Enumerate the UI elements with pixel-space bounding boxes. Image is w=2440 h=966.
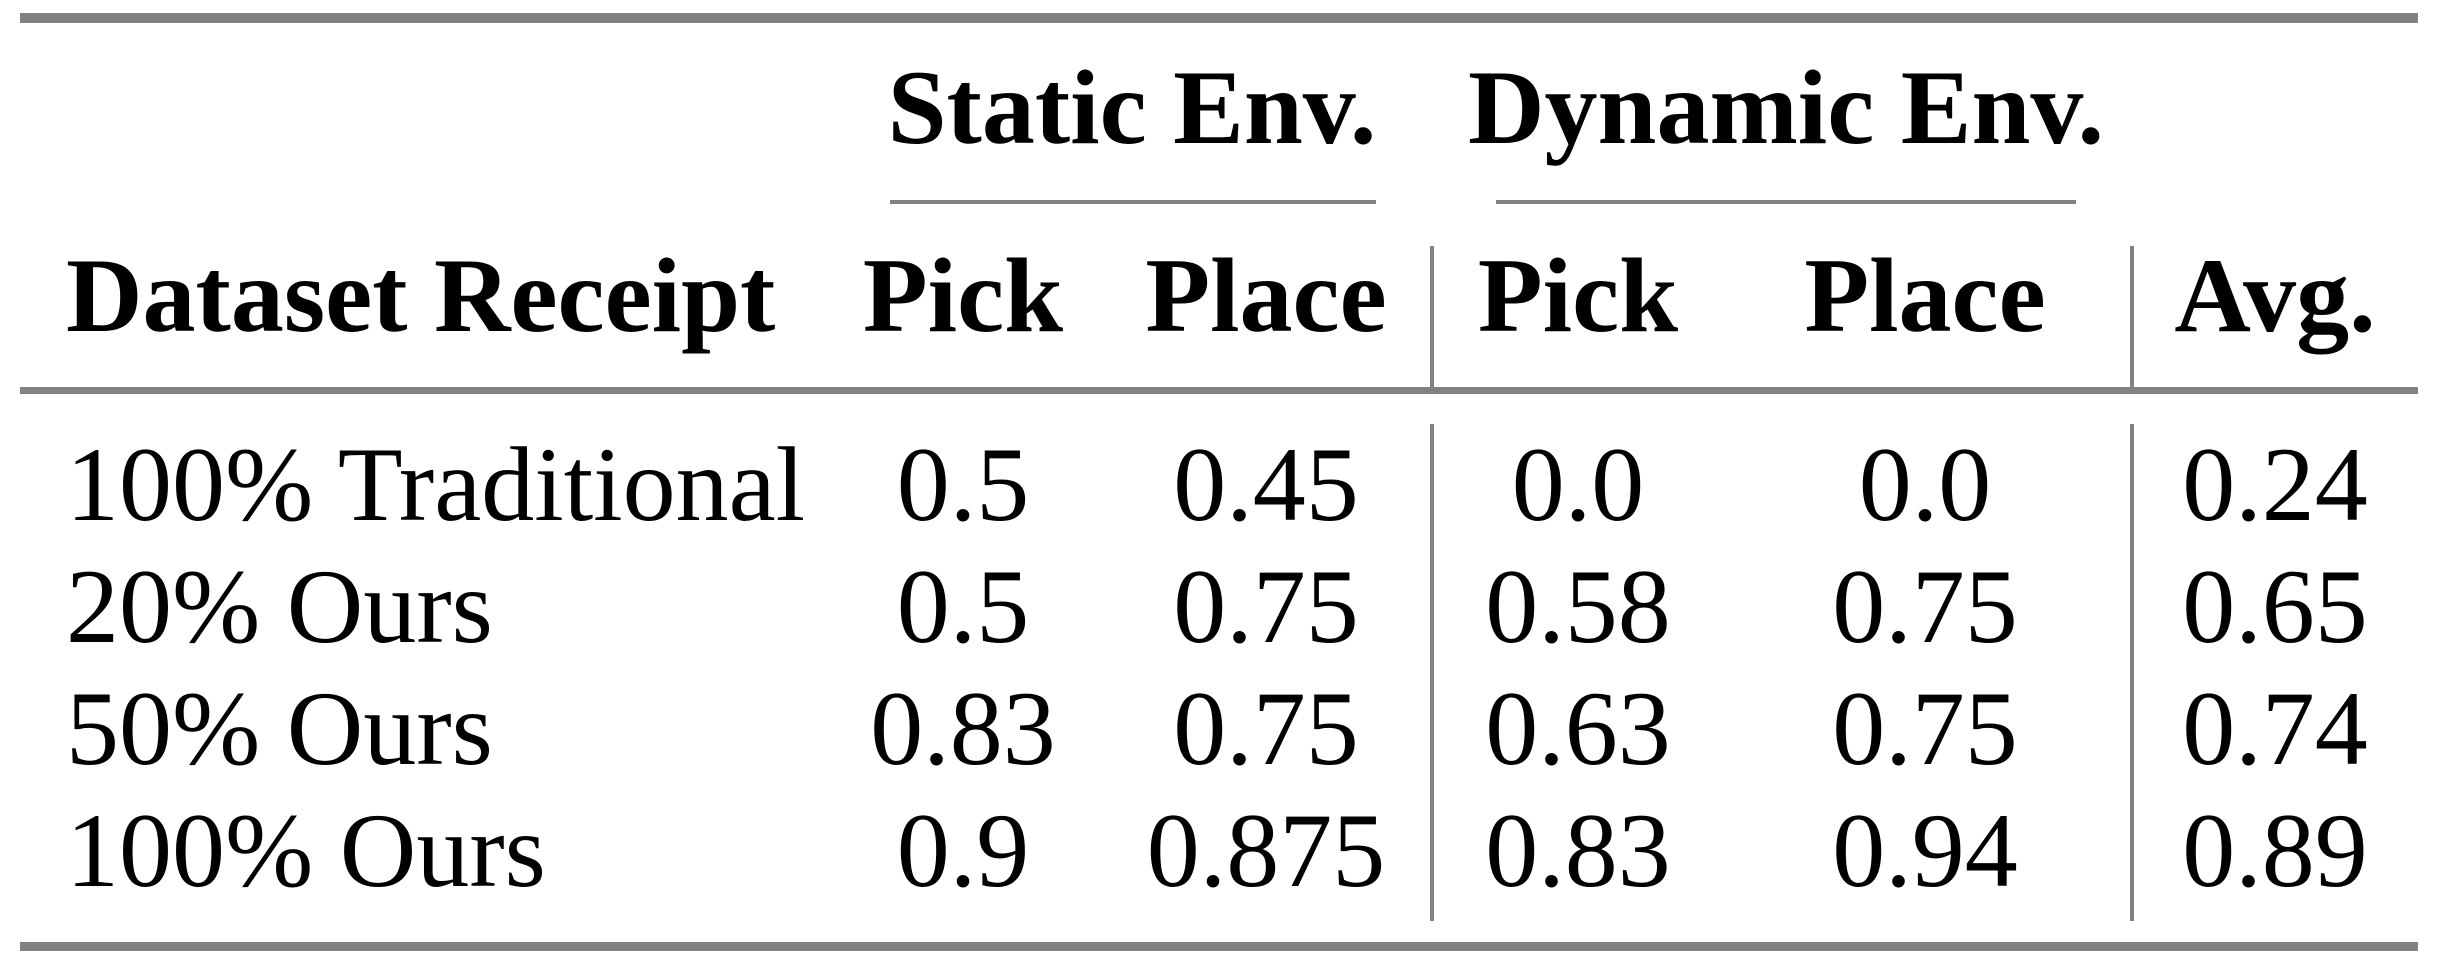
cell-dynamic-place: 0.0 <box>1858 426 1992 543</box>
cell-dynamic-pick: 0.0 <box>1511 426 1645 543</box>
cell-dynamic-place: 0.94 <box>1832 792 2018 909</box>
cell-static-pick: 0.5 <box>896 548 1030 665</box>
cell-avg: 0.74 <box>2182 670 2368 787</box>
cell-static-place: 0.45 <box>1173 426 1359 543</box>
col-header-static-place: Place <box>1145 237 1387 354</box>
cell-static-pick: 0.9 <box>896 792 1030 909</box>
cell-dynamic-pick: 0.63 <box>1485 670 1671 787</box>
cell-dataset: 100% Traditional <box>66 426 806 543</box>
cell-dataset: 100% Ours <box>66 792 546 909</box>
cell-dynamic-pick: 0.83 <box>1485 792 1671 909</box>
avg-divider-body <box>2130 424 2134 921</box>
static-dynamic-divider-body <box>1430 424 1434 921</box>
col-header-dynamic-pick: Pick <box>1477 237 1679 354</box>
static-dynamic-divider-header <box>1430 246 1434 387</box>
col-header-static-pick: Pick <box>862 237 1064 354</box>
header-midrule <box>20 387 2418 394</box>
cell-static-place: 0.75 <box>1173 670 1359 787</box>
cell-dataset: 50% Ours <box>66 670 493 787</box>
cell-static-pick: 0.5 <box>896 426 1030 543</box>
dynamic-env-cmidrule <box>1496 200 2076 204</box>
cell-static-pick: 0.83 <box>870 670 1056 787</box>
cell-static-place: 0.75 <box>1173 548 1359 665</box>
bottom-rule <box>20 942 2418 951</box>
col-header-dataset-receipt: Dataset Receipt <box>66 237 776 354</box>
group-header-dynamic-env: Dynamic Env. <box>1467 49 2105 166</box>
cell-dynamic-place: 0.75 <box>1832 670 2018 787</box>
static-env-cmidrule <box>890 200 1376 204</box>
cell-avg: 0.65 <box>2182 548 2368 665</box>
cell-static-place: 0.875 <box>1146 792 1386 909</box>
avg-divider-header <box>2130 246 2134 387</box>
cell-dataset: 20% Ours <box>66 548 493 665</box>
cell-dynamic-pick: 0.58 <box>1485 548 1671 665</box>
cell-avg: 0.24 <box>2182 426 2368 543</box>
col-header-dynamic-place: Place <box>1804 237 2046 354</box>
top-rule <box>20 13 2418 23</box>
col-header-avg: Avg. <box>2174 237 2376 354</box>
cell-dynamic-place: 0.75 <box>1832 548 2018 665</box>
cell-avg: 0.89 <box>2182 792 2368 909</box>
group-header-static-env: Static Env. <box>887 49 1377 166</box>
